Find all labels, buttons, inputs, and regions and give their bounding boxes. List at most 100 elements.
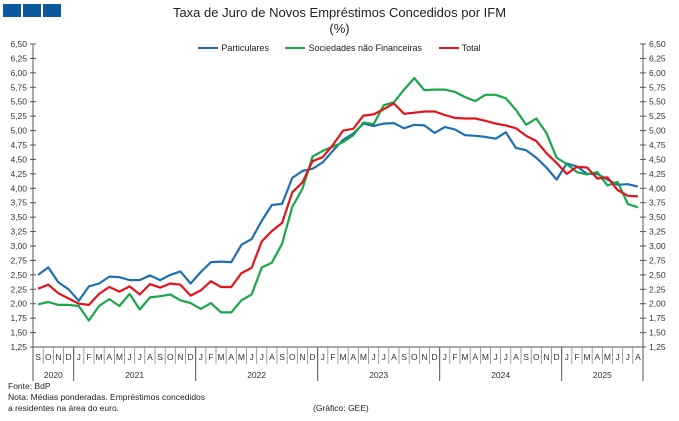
y-tick-label-right: 4,50 <box>649 154 666 164</box>
x-tick-label: N <box>543 352 549 362</box>
y-tick-label-left: 3,75 <box>10 198 27 208</box>
x-tick-label: O <box>45 352 52 362</box>
legend: Particulares Sociedades não Financeiras … <box>0 41 679 53</box>
legend-item-total: Total <box>438 43 481 53</box>
x-tick-label: A <box>635 352 641 362</box>
y-tick-label-left: 1,50 <box>10 328 27 338</box>
x-tick-label: S <box>523 352 529 362</box>
y-tick-label-left: 6,50 <box>10 39 27 49</box>
x-tick-label: J <box>77 352 81 362</box>
x-tick-label: N <box>55 352 61 362</box>
x-tick-label: O <box>533 352 540 362</box>
y-tick-label-right: 5,25 <box>649 111 666 121</box>
x-tick-label: M <box>340 352 347 362</box>
y-tick-label-left: 4,50 <box>10 154 27 164</box>
x-tick-label: D <box>554 352 560 362</box>
x-tick-label: A <box>106 352 112 362</box>
x-tick-label: M <box>604 352 611 362</box>
x-tick-label: F <box>330 352 335 362</box>
y-tick-label-right: 4,75 <box>649 140 666 150</box>
x-tick-label: J <box>493 352 497 362</box>
x-tick-label: O <box>167 352 174 362</box>
year-label: 2021 <box>125 370 144 380</box>
y-tick-label-left: 2,50 <box>10 270 27 280</box>
legend-item-sociedades: Sociedades não Financeiras <box>285 43 422 53</box>
year-label: 2024 <box>491 370 510 380</box>
x-tick-label: M <box>218 352 225 362</box>
x-tick-label: F <box>208 352 213 362</box>
x-tick-label: D <box>188 352 194 362</box>
series-line-sociedades-n-o-financeiras <box>37 76 639 322</box>
logo-block <box>23 4 41 17</box>
x-tick-label: S <box>35 352 41 362</box>
note-line-1: Nota: Médias ponderadas. Empréstimos con… <box>8 392 206 402</box>
x-tick-label: N <box>421 352 427 362</box>
y-tick-label-right: 4,25 <box>649 169 666 179</box>
x-tick-label: M <box>584 352 591 362</box>
x-tick-label: O <box>289 352 296 362</box>
x-tick-label: J <box>443 352 447 362</box>
x-tick-label: A <box>350 352 356 362</box>
y-tick-label-left: 3,50 <box>10 212 27 222</box>
series-line-particulares <box>37 121 639 302</box>
x-tick-label: M <box>462 352 469 362</box>
chart-title: Taxa de Juro de Novos Empréstimos Conced… <box>172 5 507 20</box>
y-tick-label-left: 5,50 <box>10 97 27 107</box>
y-tick-label-left: 6,25 <box>10 53 27 63</box>
x-tick-label: J <box>249 352 253 362</box>
year-label: 2025 <box>593 370 612 380</box>
y-tick-label-right: 2,75 <box>649 255 666 265</box>
y-tick-label-right: 1,75 <box>649 313 666 323</box>
x-tick-label: F <box>452 352 457 362</box>
y-tick-label-left: 1,25 <box>10 342 27 352</box>
y-tick-label-left: 5,25 <box>10 111 27 121</box>
y-tick-label-right: 2,50 <box>649 270 666 280</box>
x-tick-label: D <box>432 352 438 362</box>
y-tick-label-right: 5,00 <box>649 126 666 136</box>
x-tick-label: M <box>360 352 367 362</box>
series-line-total <box>37 102 638 306</box>
y-tick-label-right: 6,50 <box>649 39 666 49</box>
legend-label: Total <box>461 43 481 53</box>
x-tick-label: A <box>513 352 519 362</box>
y-tick-label-right: 3,50 <box>649 212 666 222</box>
y-tick-label-right: 5,50 <box>649 97 666 107</box>
y-tick-label-right: 3,00 <box>649 241 666 251</box>
y-tick-label-left: 1,75 <box>10 313 27 323</box>
y-tick-label-right: 6,00 <box>649 68 666 78</box>
x-tick-label: M <box>482 352 489 362</box>
x-tick-label: J <box>199 352 203 362</box>
year-label: 2020 <box>44 370 63 380</box>
y-tick-label-right: 6,25 <box>649 53 666 63</box>
chart-credit: (Gráfico: GEE) <box>313 403 369 413</box>
x-tick-label: D <box>66 352 72 362</box>
y-tick-label-left: 2,25 <box>10 284 27 294</box>
y-tick-label-right: 1,25 <box>649 342 666 352</box>
x-tick-label: O <box>411 352 418 362</box>
y-tick-label-left: 5,00 <box>10 126 27 136</box>
legend-swatch <box>438 47 459 49</box>
y-tick-label-left: 4,75 <box>10 140 27 150</box>
y-tick-label-left: 2,75 <box>10 255 27 265</box>
x-tick-label: J <box>371 352 375 362</box>
x-tick-label: J <box>260 352 264 362</box>
x-tick-label: N <box>299 352 305 362</box>
logo-block <box>3 4 21 17</box>
y-tick-label-left: 4,25 <box>10 169 27 179</box>
x-tick-label: S <box>279 352 285 362</box>
x-tick-label: J <box>626 352 630 362</box>
chart-title-block: Taxa de Juro de Novos Empréstimos Conced… <box>0 5 679 37</box>
x-tick-label: M <box>96 352 103 362</box>
y-tick-label-left: 6,00 <box>10 68 27 78</box>
x-tick-label: N <box>177 352 183 362</box>
legend-label: Particulares <box>221 43 269 53</box>
note-line-2: a residentes na área do euro. <box>8 403 120 413</box>
chart-notes: Fonte: BdP Nota: Médias ponderadas. Empr… <box>8 381 205 414</box>
x-tick-label: F <box>86 352 91 362</box>
x-tick-label: A <box>147 352 153 362</box>
legend-swatch <box>285 47 306 49</box>
legend-item-particulares: Particulares <box>198 43 269 53</box>
x-tick-label: A <box>228 352 234 362</box>
logo-block <box>43 4 61 17</box>
